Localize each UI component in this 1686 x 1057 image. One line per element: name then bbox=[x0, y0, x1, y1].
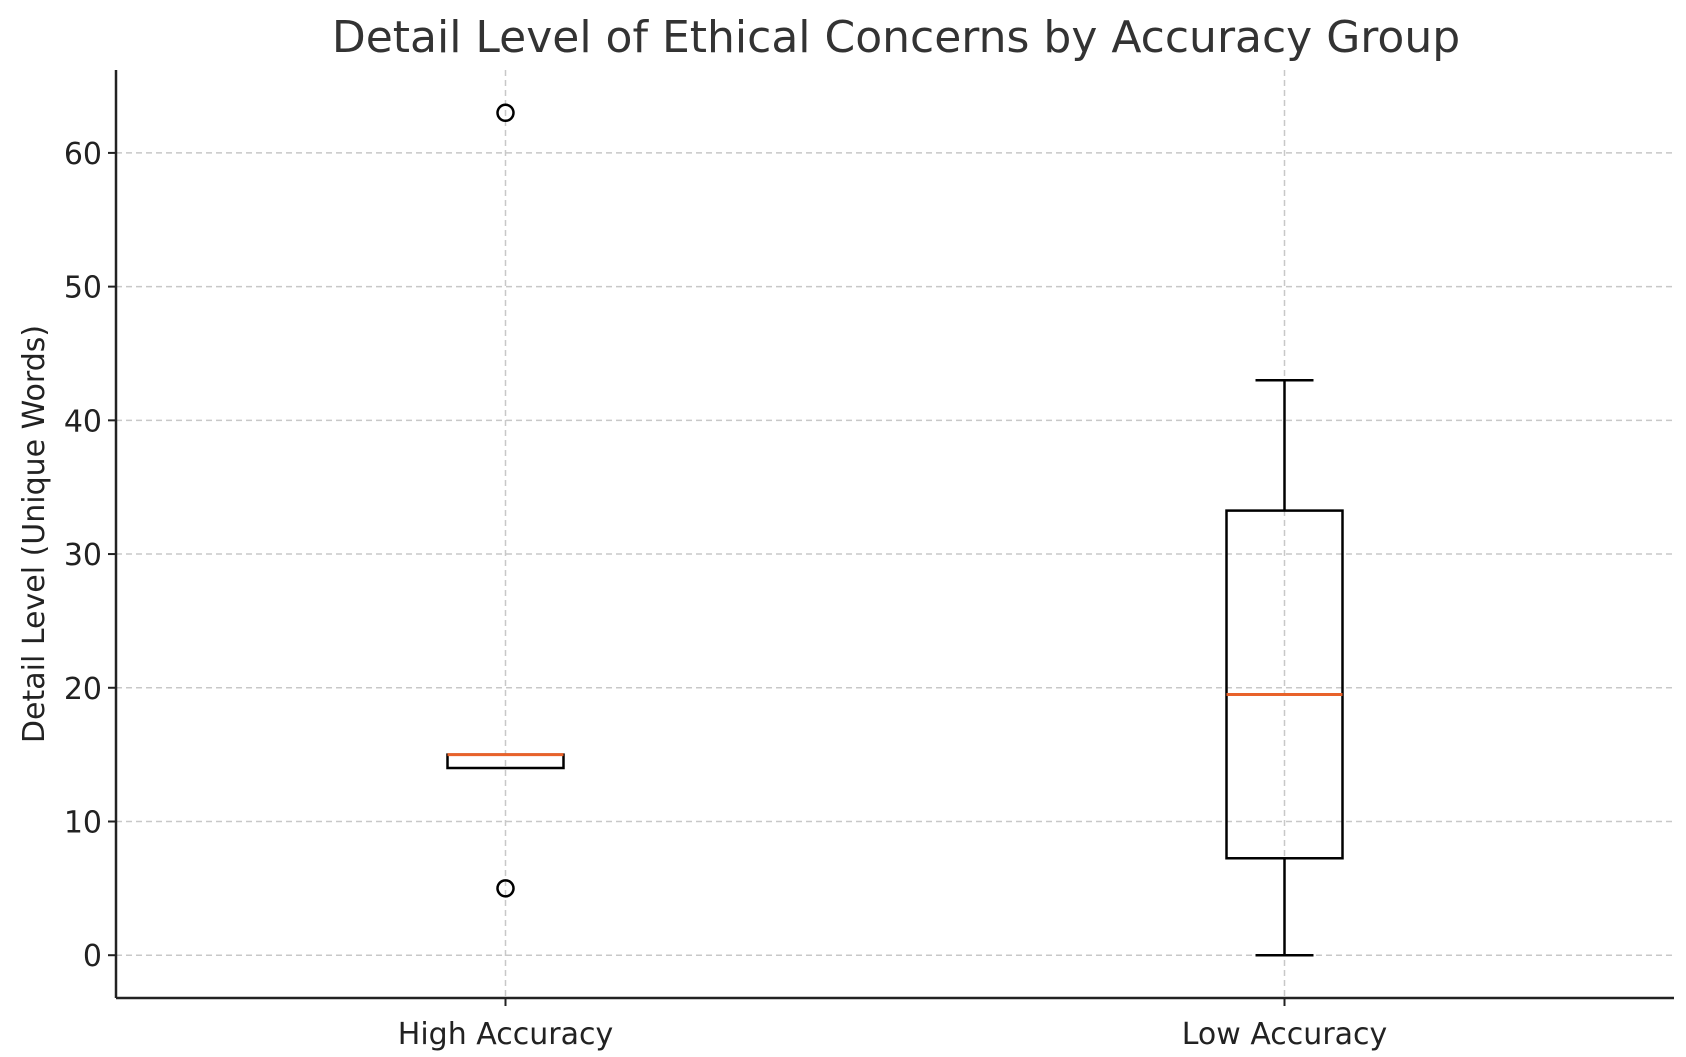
y-tick-label: 50 bbox=[64, 271, 102, 306]
y-tick-label: 20 bbox=[64, 672, 102, 707]
y-tick-label: 30 bbox=[64, 538, 102, 573]
outlier-point bbox=[496, 103, 515, 123]
y-axis-label: Detail Level (Unique Words) bbox=[17, 325, 52, 743]
outlier-point bbox=[496, 879, 515, 898]
axes: 0 10 20 30 40 50 60 High Accuracy Low Accuracy bbox=[64, 70, 1674, 1052]
y-tick-label: 0 bbox=[83, 939, 102, 974]
x-tick-label: High Accuracy bbox=[398, 1017, 613, 1052]
x-tick-label: Low Accuracy bbox=[1182, 1017, 1388, 1052]
box-group bbox=[446, 103, 565, 898]
grid-lines bbox=[116, 70, 1674, 998]
y-tick-label: 40 bbox=[64, 404, 102, 439]
chart-title: Detail Level of Ethical Concerns by Accu… bbox=[332, 12, 1460, 63]
box-iqr bbox=[1225, 509, 1344, 860]
boxes bbox=[446, 103, 1344, 957]
y-tick-label: 10 bbox=[64, 805, 102, 840]
box-group bbox=[1225, 378, 1344, 957]
y-tick-label: 60 bbox=[64, 137, 102, 172]
